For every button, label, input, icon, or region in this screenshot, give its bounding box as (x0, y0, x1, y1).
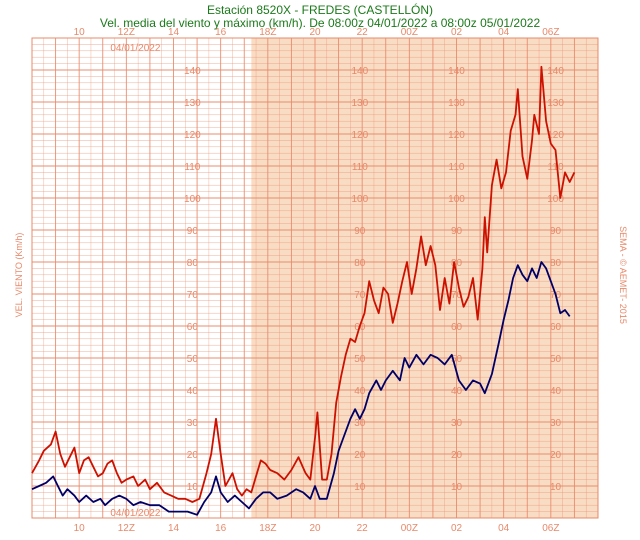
x-tick-label-bottom: 16 (215, 523, 227, 534)
x-tick-label-bottom: 14 (168, 523, 180, 534)
x-tick-label-top: 20 (309, 27, 321, 38)
y-tick-label: 130 (184, 98, 201, 109)
plot-frame (31, 37, 599, 519)
y-tick-label: 140 (184, 66, 201, 77)
y-tick-label: 60 (187, 322, 199, 333)
x-tick-label-top: 00Z (401, 27, 418, 38)
y-tick-label: 10 (550, 482, 562, 493)
y-tick-label: 90 (187, 226, 199, 237)
y-tick-label: 100 (547, 194, 564, 205)
y-tick-label: 50 (187, 354, 199, 365)
credit-label: SEMA - © AEMET- 2015 (618, 226, 628, 324)
x-tick-label-top: 02 (451, 27, 463, 38)
y-tick-label: 110 (548, 162, 564, 173)
x-tick-label-top: 06Z (542, 27, 559, 38)
x-tick-label-bottom: 10 (74, 523, 86, 534)
x-tick-label-bottom: 04 (498, 523, 510, 534)
y-tick-label: 70 (354, 290, 366, 301)
y-tick-label: 70 (451, 290, 463, 301)
y-axis-label: VEL. VIENTO (Km/h) (14, 233, 24, 318)
x-tick-label-top: 18Z (259, 27, 276, 38)
y-tick-label: 30 (550, 418, 562, 429)
y-tick-label: 120 (184, 130, 201, 141)
y-tick-label: 40 (354, 386, 366, 397)
y-tick-label: 10 (354, 482, 366, 493)
y-tick-label: 50 (354, 354, 366, 365)
y-tick-label: 10 (451, 482, 463, 493)
y-tick-label: 50 (451, 354, 463, 365)
y-tick-label: 100 (184, 194, 201, 205)
y-tick-label: 70 (187, 290, 199, 301)
y-tick-label: 60 (550, 322, 562, 333)
y-tick-label: 20 (354, 450, 366, 461)
x-tick-label-top: 16 (215, 27, 227, 38)
x-tick-label-bottom: 20 (309, 523, 321, 534)
y-tick-label: 80 (354, 258, 366, 269)
y-tick-label: 60 (451, 322, 463, 333)
y-tick-label: 80 (187, 258, 199, 269)
y-tick-label: 110 (184, 162, 200, 173)
y-tick-label: 30 (354, 418, 366, 429)
y-tick-label: 30 (451, 418, 463, 429)
y-tick-label: 120 (351, 130, 368, 141)
y-tick-label: 20 (550, 450, 562, 461)
series-line-mean (31, 261, 571, 516)
x-tick-label-top: 10 (74, 27, 86, 38)
x-tick-label-bottom: 02 (451, 523, 463, 534)
chart-title: Estación 8520X - FREDES (CASTELLÓN) (206, 3, 434, 17)
y-tick-label: 30 (187, 418, 199, 429)
x-tick-label-top: 12Z (118, 27, 135, 38)
y-tick-label: 140 (547, 66, 564, 77)
y-tick-label: 90 (354, 226, 366, 237)
y-tick-label: 110 (352, 162, 368, 173)
chart-subtitle: Vel. media del viento y máximo (km/h). D… (99, 16, 541, 30)
y-tick-label: 130 (448, 98, 465, 109)
y-tick-label: 130 (547, 98, 564, 109)
x-tick-label-top: 22 (357, 27, 369, 38)
y-tick-label: 80 (550, 258, 562, 269)
x-tick-label-top: 14 (168, 27, 180, 38)
x-tick-label-bottom: 18Z (259, 523, 276, 534)
y-tick-label: 100 (448, 194, 465, 205)
x-tick-label-top: 04 (498, 27, 510, 38)
y-tick-label: 140 (448, 66, 465, 77)
y-tick-label: 110 (449, 162, 465, 173)
y-tick-label: 40 (550, 386, 562, 397)
series-line-max (31, 65, 576, 503)
date-label: 04/01/2022 (110, 43, 160, 54)
y-tick-label: 50 (550, 354, 562, 365)
y-tick-label: 130 (351, 98, 368, 109)
x-tick-label-bottom: 06Z (542, 523, 559, 534)
y-tick-label: 40 (451, 386, 463, 397)
y-tick-label: 90 (451, 226, 463, 237)
y-tick-label: 120 (448, 130, 465, 141)
y-tick-label: 120 (547, 130, 564, 141)
y-tick-label: 90 (550, 226, 562, 237)
y-tick-label: 20 (451, 450, 463, 461)
y-tick-label: 10 (187, 482, 199, 493)
x-tick-label-bottom: 12Z (118, 523, 135, 534)
x-tick-label-bottom: 22 (357, 523, 369, 534)
date-label: 04/01/2022 (110, 508, 160, 519)
y-tick-label: 80 (451, 258, 463, 269)
y-tick-label: 140 (351, 66, 368, 77)
x-tick-label-bottom: 00Z (401, 523, 418, 534)
y-tick-label: 100 (351, 194, 368, 205)
y-tick-label: 20 (187, 450, 199, 461)
y-tick-label: 40 (187, 386, 199, 397)
